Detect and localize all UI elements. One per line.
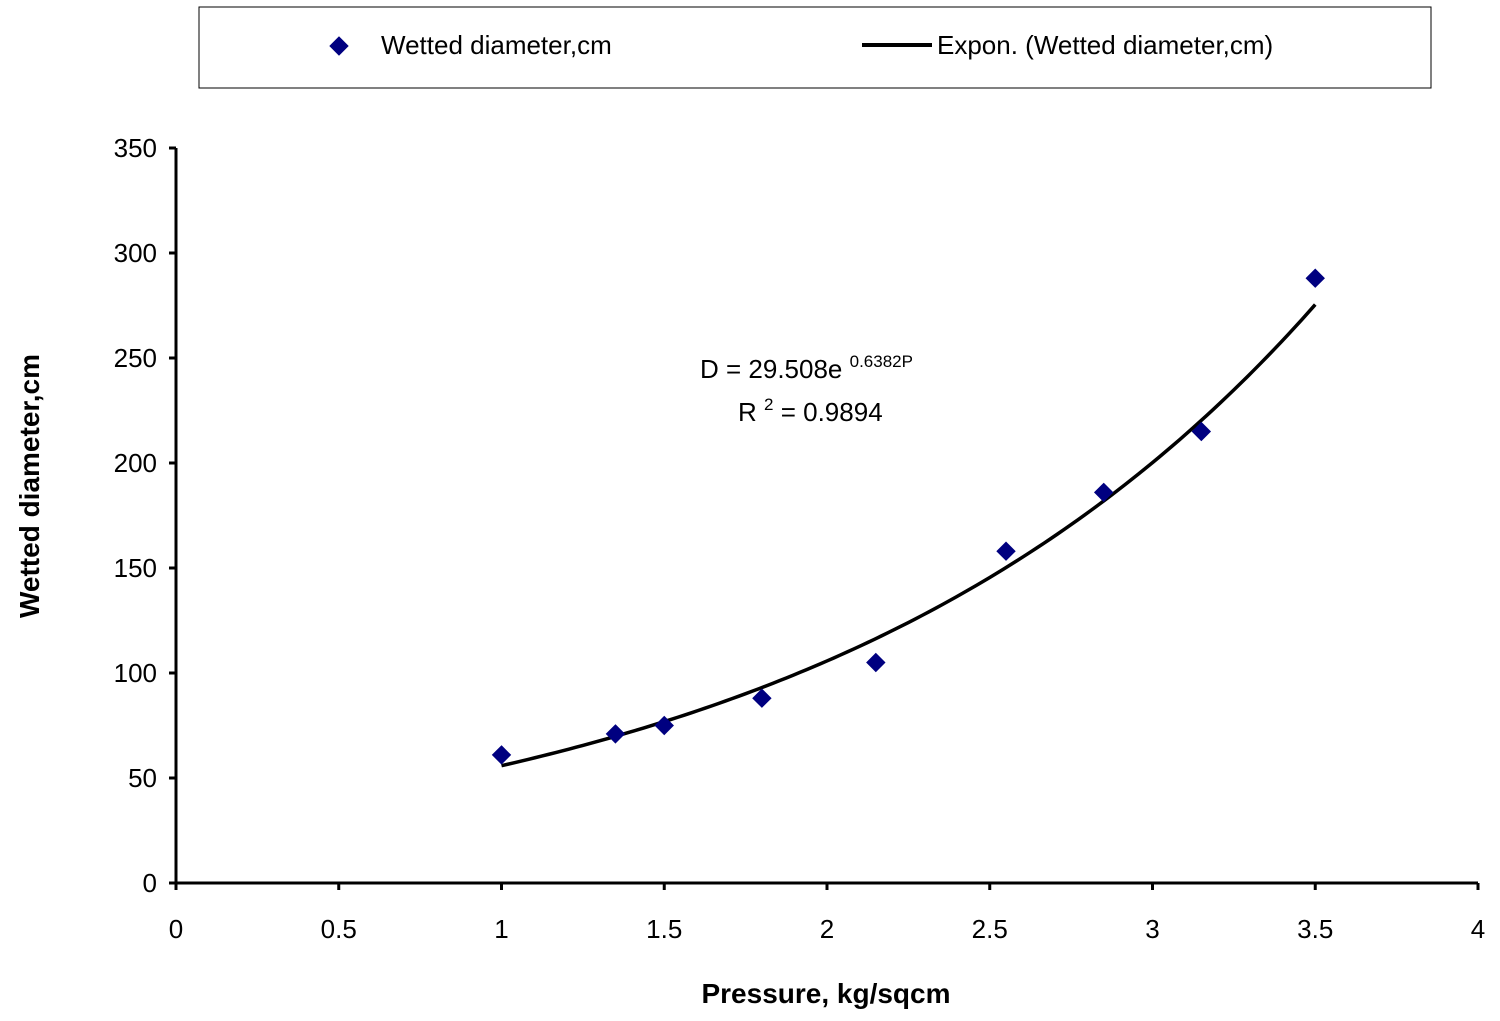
r2-suffix: = 0.9894 (781, 397, 883, 427)
legend-label-series: Wetted diameter,cm (381, 30, 612, 60)
x-axis-tick-labels: 0 0.5 1 1.5 2 2.5 3 3.5 4 (169, 914, 1485, 944)
r-squared-label: R 2 = 0.9894 (738, 386, 883, 427)
y-tick-label: 300 (114, 238, 157, 268)
legend-label-trendline: Expon. (Wetted diameter,cm) (937, 30, 1273, 60)
y-tick-label: 250 (114, 343, 157, 373)
y-tick-label: 150 (114, 553, 157, 583)
data-point (491, 745, 512, 765)
x-tick-label: 2.5 (972, 914, 1008, 944)
legend: Wetted diameter,cm Expon. (Wetted diamet… (198, 6, 1432, 89)
data-points (491, 268, 1325, 765)
data-point (1191, 421, 1212, 442)
r2-prefix: R (738, 397, 757, 427)
data-point (996, 541, 1016, 561)
x-tick-label: 4 (1471, 914, 1485, 944)
trendline-equation: D = 29.508e 0.6382P R 2 = 0.9894 (700, 352, 913, 427)
r2-superscript: 2 (764, 395, 773, 414)
y-tick-label: 350 (114, 133, 157, 163)
legend-box (198, 6, 1432, 89)
x-tick-label: 2 (820, 914, 834, 944)
x-tick-label: 3.5 (1297, 914, 1333, 944)
x-tick-label: 1.5 (646, 914, 682, 944)
y-axis-title: Wetted diameter,cm (14, 354, 45, 618)
equation-label: D = 29.508e 0.6382P (700, 352, 913, 384)
y-tick-label: 100 (114, 658, 157, 688)
legend-diamond-marker-icon (329, 36, 349, 56)
data-point (866, 652, 886, 673)
data-point (1305, 268, 1325, 288)
y-tick-label: 200 (114, 448, 157, 478)
equation-exponent: 0.6382P (850, 352, 913, 371)
data-point (1093, 482, 1114, 503)
data-point (752, 688, 772, 708)
x-tick-label: 3 (1145, 914, 1159, 944)
y-tick-label: 50 (128, 763, 157, 793)
x-tick-label: 1 (494, 914, 508, 944)
x-tick-label: 0.5 (321, 914, 357, 944)
legend-diamond-shape (329, 36, 349, 56)
trendline (501, 303, 1317, 768)
equation-prefix: D = 29.508e (700, 354, 842, 384)
y-axis-tick-labels: 0 50 100 150 200 250 300 350 (114, 133, 157, 898)
x-tick-label: 0 (169, 914, 183, 944)
y-axis-ticks (169, 146, 176, 885)
x-axis-title: Pressure, kg/sqcm (701, 978, 950, 1009)
data-point (605, 724, 626, 744)
data-point (654, 715, 674, 736)
y-tick-label: 0 (143, 868, 157, 898)
